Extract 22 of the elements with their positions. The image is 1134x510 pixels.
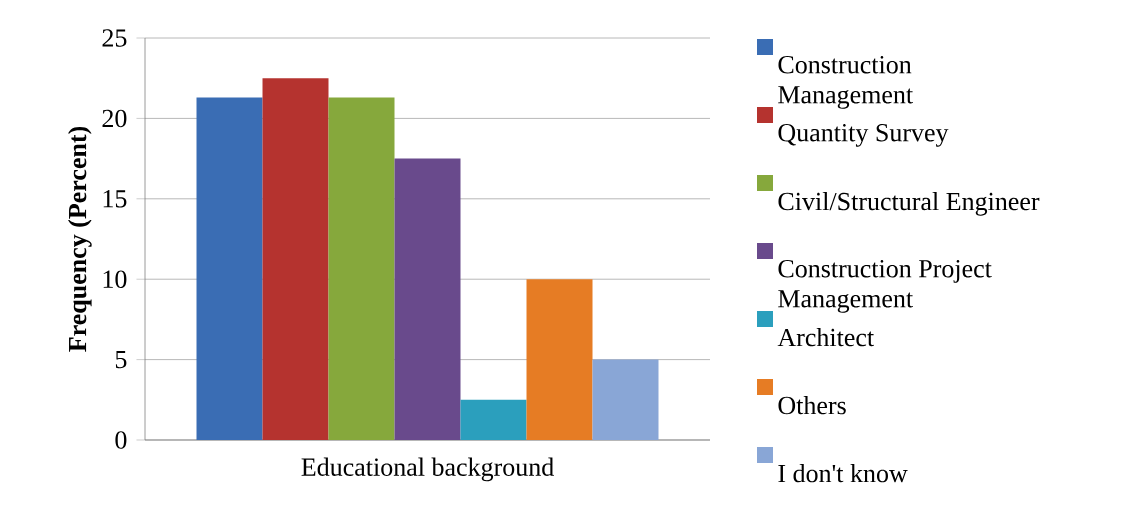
legend-label: Others [778, 396, 846, 415]
bar [460, 399, 527, 440]
y-axis-title: Frequency (Percent) [68, 126, 92, 352]
bar [328, 97, 395, 440]
bar [592, 359, 659, 440]
bar [526, 279, 593, 440]
bar [196, 97, 263, 440]
legend-label: Quantity Survey [778, 123, 949, 147]
bar [394, 158, 461, 440]
legend-label: Construction Management [778, 55, 913, 109]
y-tick-label: 15 [103, 190, 127, 208]
y-tick-label: 25 [102, 29, 127, 47]
legend-label: Civil/Structural Engineer [778, 192, 1040, 216]
y-tick-label: 0 [115, 431, 127, 449]
y-tick-label: 10 [103, 270, 127, 288]
legend-label: Construction Project Management [778, 259, 992, 313]
x-tick-label: Educational background [301, 457, 554, 482]
legend-label: I don't know [778, 464, 908, 483]
y-tick-label: 5 [115, 350, 127, 369]
legend-label: Architect [777, 328, 874, 347]
y-tick-label: 20 [102, 109, 127, 128]
bar [262, 78, 329, 440]
